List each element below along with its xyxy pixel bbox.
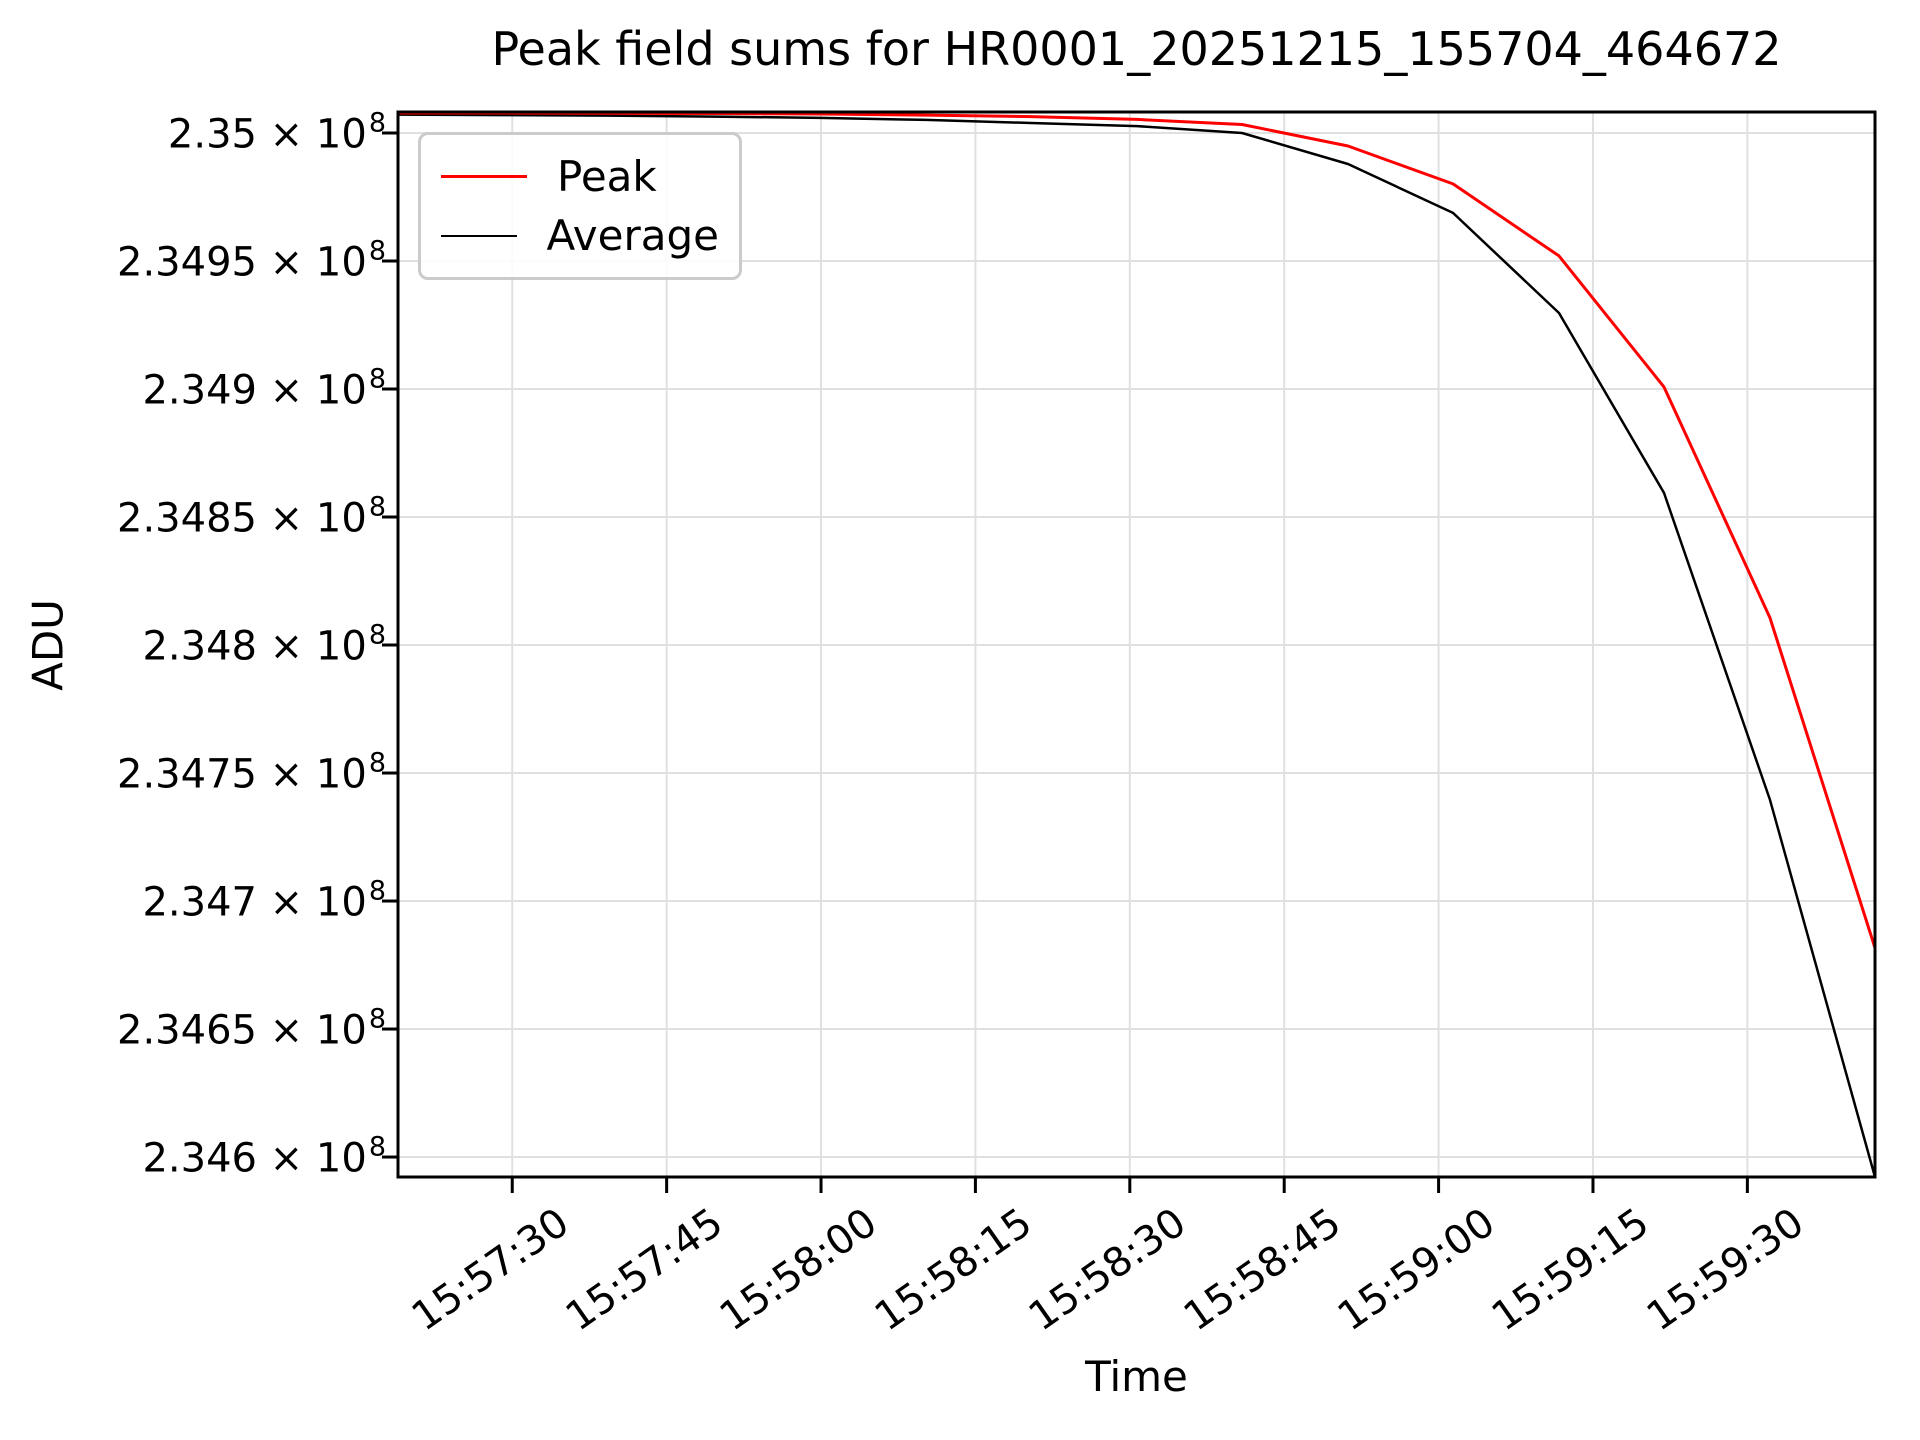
legend-label-average: Average: [546, 211, 719, 261]
y-tick-label: 2.3465 × 108: [117, 1003, 386, 1054]
y-tick-exponent: 8: [368, 491, 386, 523]
y-tick-exponent: 8: [368, 363, 386, 395]
legend-item-average: Average: [441, 211, 719, 260]
y-axis-label: ADU: [23, 599, 73, 691]
y-tick-label: 2.346 × 108: [142, 1131, 386, 1182]
y-tick-exponent: 8: [368, 1003, 386, 1035]
y-tick-exponent: 8: [368, 875, 386, 907]
legend-line-sample-peak: [441, 174, 527, 178]
y-tick-label: 2.3475 × 108: [117, 747, 386, 798]
legend-item-peak: Peak: [441, 152, 719, 201]
series-line-average: [397, 113, 1877, 1178]
y-tick-exponent: 8: [368, 107, 386, 139]
legend-label-peak: Peak: [557, 151, 657, 201]
y-tick-exponent: 8: [368, 1131, 386, 1163]
legend-line-sample-average: [441, 234, 517, 237]
chart-title: Peak field sums for HR0001_20251215_1557…: [491, 22, 1782, 76]
y-tick-exponent: 8: [368, 235, 386, 267]
y-tick-label: 2.347 × 108: [142, 875, 386, 926]
y-tick-label: 2.349 × 108: [142, 363, 386, 414]
y-tick-label: 2.3485 × 108: [117, 491, 386, 542]
y-tick-label: 2.348 × 108: [142, 619, 386, 670]
y-tick-exponent: 8: [368, 619, 386, 651]
x-axis-label: Time: [1085, 1352, 1188, 1401]
y-tick-label: 2.35 × 108: [167, 107, 386, 158]
legend: Peak Average: [418, 132, 742, 280]
y-tick-label: 2.3495 × 108: [117, 235, 386, 286]
y-tick-exponent: 8: [368, 747, 386, 779]
